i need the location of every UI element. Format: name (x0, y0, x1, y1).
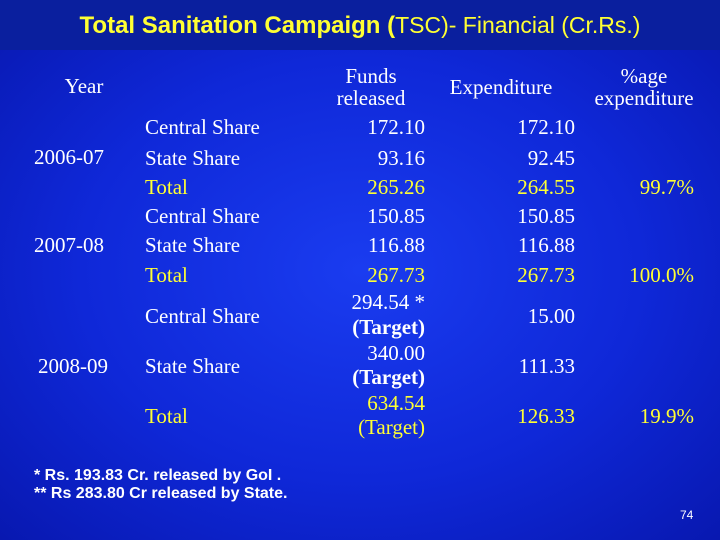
header-funds-line1: Funds (345, 64, 397, 88)
funds-value: 150.85 (367, 204, 425, 228)
slide-title: Total Sanitation Campaign (TSC)- Financi… (0, 12, 720, 40)
header-expenditure: Expenditure (449, 75, 553, 99)
pct-expenditure-value: 99.7% (639, 175, 694, 199)
slide-title-sub: TSC)- Financial (Cr.Rs.) (395, 12, 641, 38)
pct-expenditure-value: 19.9% (639, 404, 694, 428)
funds-value: 93.16 (377, 146, 425, 170)
title-bar (0, 0, 720, 50)
expenditure-value: 92.45 (527, 146, 575, 170)
funds-value: 172.10 (367, 115, 425, 139)
expenditure-value: 172.10 (517, 115, 575, 139)
pct-expenditure-value: 100.0% (629, 263, 694, 287)
expenditure-total-value: 126.33 (517, 404, 575, 428)
header-year: Year (64, 74, 104, 98)
funds-total-value: 634.54 (367, 391, 425, 415)
funds-target-note: (Target) (358, 415, 425, 439)
expenditure-value: 15.00 (527, 304, 575, 328)
page-number: 74 (680, 508, 694, 522)
row-label-total: Total (145, 175, 188, 199)
funds-total-value: 267.73 (367, 263, 425, 287)
header-pct-line1: %age (620, 64, 668, 88)
funds-value: 294.54 * (351, 290, 426, 314)
year-2008-09: 2008-09 (38, 354, 108, 378)
row-label-state-share: State Share (145, 146, 241, 170)
expenditure-value: 116.88 (518, 233, 575, 257)
row-label-central-share: Central Share (145, 204, 260, 228)
row-label-central-share: Central Share (145, 304, 260, 328)
row-label-total: Total (145, 404, 188, 428)
row-label-state-share: State Share (145, 233, 241, 257)
expenditure-value: 111.33 (518, 354, 575, 378)
footnote: * Rs. 193.83 Cr. released by GoI . (34, 467, 282, 484)
footnote: ** Rs 283.80 Cr released by State. (34, 485, 288, 502)
row-label-total: Total (145, 263, 188, 287)
funds-target-note: (Target) (352, 315, 425, 339)
funds-value: 340.00 (367, 341, 425, 365)
funds-total-value: 265.26 (367, 175, 425, 199)
expenditure-value: 150.85 (517, 204, 575, 228)
header-funds-line2: released (336, 86, 406, 110)
row-label-state-share: State Share (145, 354, 241, 378)
year-2006-07: 2006-07 (34, 145, 104, 169)
expenditure-total-value: 264.55 (517, 175, 575, 199)
funds-target-note: (Target) (352, 365, 425, 389)
header-pct-line2: expenditure (594, 86, 694, 110)
funds-value: 116.88 (368, 233, 425, 257)
year-2007-08: 2007-08 (34, 233, 104, 257)
row-label-central-share: Central Share (145, 115, 260, 139)
slide-title-main: Total Sanitation Campaign ( (79, 12, 396, 39)
expenditure-total-value: 267.73 (517, 263, 575, 287)
